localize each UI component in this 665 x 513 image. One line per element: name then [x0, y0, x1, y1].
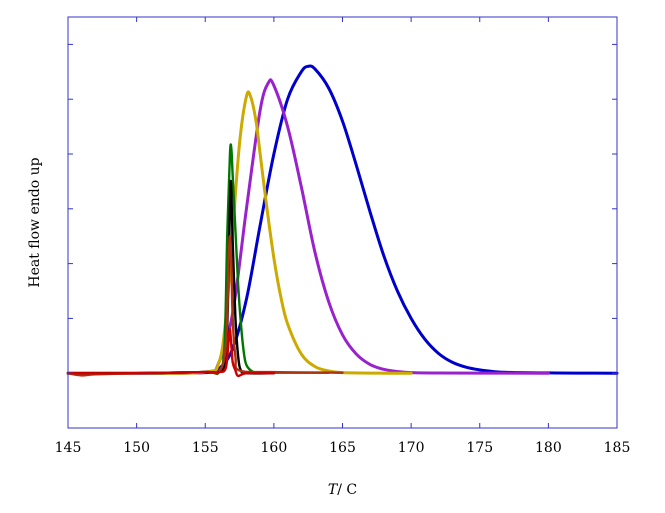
plot-frame	[67, 16, 618, 429]
series-line-4	[66, 143, 330, 376]
x-tick-label: 165	[329, 440, 356, 456]
x-tick-labels: 145 150 155 160 165 170 175 180 185	[55, 440, 631, 456]
x-tick-label: 180	[535, 440, 562, 456]
x-axis-label-var: T	[328, 482, 339, 498]
x-axis-label: T/ C	[328, 482, 357, 498]
x-tick-label: 155	[192, 440, 219, 456]
x-tick-label: 160	[261, 440, 288, 456]
series-line-7	[66, 328, 276, 378]
x-tick-label: 175	[466, 440, 493, 456]
y-axis-label: Heat flow endo up	[27, 157, 43, 287]
series-line-2	[66, 78, 550, 375]
x-tick-label: 145	[55, 440, 82, 456]
x-tick-label: 150	[123, 440, 150, 456]
ticks-layer	[67, 16, 618, 429]
series-layer	[66, 64, 619, 378]
series-line-3	[66, 90, 413, 375]
x-tick-label: 185	[604, 440, 631, 456]
series-line-1	[66, 64, 619, 375]
x-tick-label: 170	[398, 440, 425, 456]
x-axis-label-unit: / C	[337, 482, 357, 498]
